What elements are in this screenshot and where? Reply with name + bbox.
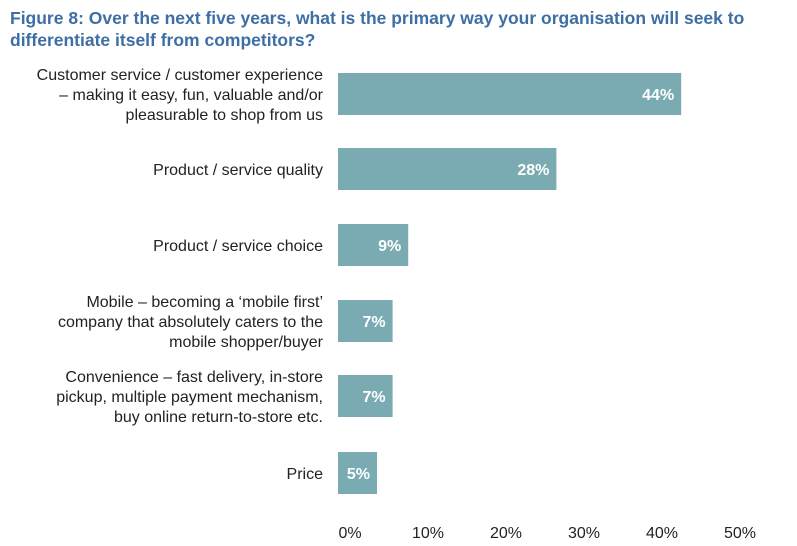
bar-2 — [338, 224, 409, 266]
bar-value-label-1: 28% — [517, 162, 549, 179]
category-label-line: Customer service / customer experience — [37, 67, 323, 84]
bar-0 — [338, 73, 682, 115]
category-label-line: mobile shopper/buyer — [169, 334, 324, 351]
category-label-line: pleasurable to shop from us — [126, 107, 323, 124]
x-tick-label-0: 0% — [338, 525, 361, 542]
category-label-line: pickup, multiple payment mechanism, — [56, 389, 323, 406]
category-label-line: Product / service choice — [153, 238, 323, 255]
category-label-line: company that absolutely caters to the — [58, 314, 323, 331]
x-tick-label-4: 40% — [646, 525, 678, 542]
category-label-line: Product / service quality — [153, 162, 323, 179]
category-label-1: Product / service quality — [153, 162, 323, 179]
bar-4 — [338, 375, 393, 417]
category-label-line: Mobile – becoming a ‘mobile first’ — [86, 294, 323, 311]
category-label-line: Price — [287, 466, 324, 483]
category-label-line: – making it easy, fun, valuable and/or — [59, 87, 324, 104]
bar-value-label-5: 5% — [347, 466, 370, 483]
x-tick-label-1: 10% — [412, 525, 444, 542]
x-tick-label-5: 50% — [724, 525, 756, 542]
bar-value-label-2: 9% — [378, 238, 401, 255]
bar-5 — [338, 452, 377, 494]
category-label-line: buy online return-to-store etc. — [114, 409, 323, 426]
bar-1 — [338, 148, 557, 190]
bar-3 — [338, 300, 393, 342]
chart-title: Figure 8: Over the next five years, what… — [10, 8, 745, 50]
category-label-2: Product / service choice — [153, 238, 323, 255]
category-label-3: Mobile – becoming a ‘mobile first’ compan… — [58, 294, 324, 351]
bar-value-label-3: 7% — [362, 314, 385, 331]
category-label-0: Customer service / customer experience – … — [37, 67, 324, 124]
bar-value-label-4: 7% — [362, 389, 385, 406]
x-tick-label-2: 20% — [490, 525, 522, 542]
category-label-line: Convenience – fast delivery, in-store — [65, 369, 323, 386]
category-label-5: Price — [287, 466, 324, 483]
x-tick-label-3: 30% — [568, 525, 600, 542]
bar-value-label-0: 44% — [642, 87, 674, 104]
category-label-4: Convenience – fast delivery, in-store pic… — [56, 369, 323, 426]
